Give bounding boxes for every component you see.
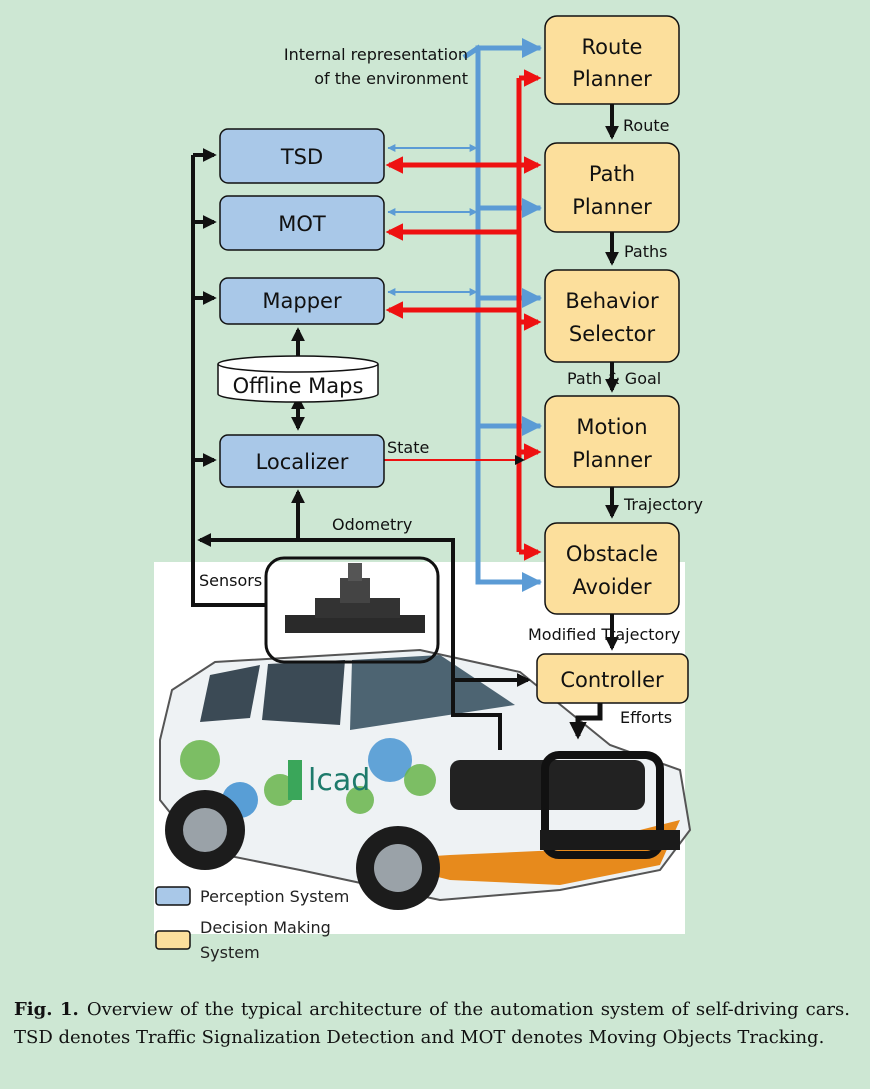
- legend-label-decision-line2: System: [200, 943, 260, 962]
- node-mapper-label: Mapper: [262, 289, 342, 313]
- sensor-box: [264, 556, 440, 664]
- node-path-planner-line1: Path: [589, 162, 635, 186]
- node-controller: Controller: [536, 653, 689, 704]
- blue-arrows: [387, 38, 542, 592]
- node-route-planner-line2: Planner: [572, 67, 652, 91]
- node-path-planner-line2: Planner: [572, 195, 652, 219]
- figure-caption: Fig. 1. Overview of the typical architect…: [14, 996, 850, 1052]
- node-mapper: Mapper: [219, 277, 385, 325]
- node-motion-planner-line2: Planner: [572, 448, 652, 472]
- edge-label-trajectory: Trajectory: [623, 495, 703, 514]
- node-obstacle-avoider: Obstacle Avoider: [544, 522, 680, 615]
- node-controller-label: Controller: [560, 668, 664, 692]
- annotation-line1: Internal representation: [284, 45, 468, 64]
- caption-label: Fig. 1.: [14, 999, 79, 1020]
- node-localizer-label: Localizer: [256, 450, 349, 474]
- caption-text: Overview of the typical architecture of …: [14, 999, 850, 1048]
- node-localizer: Localizer: [219, 434, 385, 488]
- edge-label-route: Route: [623, 116, 669, 135]
- node-path-planner: Path Planner: [544, 142, 680, 233]
- decision-nodes: Route Planner Path Planner Behavior Sele…: [536, 15, 689, 704]
- node-behavior-selector-line2: Selector: [569, 322, 656, 346]
- edge-label-efforts: Efforts: [620, 708, 672, 727]
- node-tsd: TSD: [219, 128, 385, 184]
- node-behavior-selector-line1: Behavior: [565, 289, 659, 313]
- legend: Perception System Decision Making System: [155, 886, 349, 962]
- edge-label-path-goal: Path & Goal: [567, 369, 661, 388]
- node-route-planner: Route Planner: [544, 15, 680, 105]
- edge-label-modified-trajectory: Modified Trajectory: [528, 625, 680, 644]
- car-photo: lcad: [154, 562, 692, 934]
- legend-swatch-decision: [155, 930, 191, 950]
- node-mot: MOT: [219, 195, 385, 251]
- node-behavior-selector: Behavior Selector: [544, 269, 680, 363]
- architecture-diagram: lcad: [154, 15, 703, 962]
- legend-label-decision-line1: Decision Making: [200, 918, 331, 937]
- node-tsd-label: TSD: [280, 145, 323, 169]
- edge-label-odometry: Odometry: [332, 515, 412, 534]
- node-motion-planner: Motion Planner: [544, 395, 680, 488]
- perception-nodes: TSD MOT Mapper Offline Maps Localizer: [217, 128, 385, 488]
- annotation-line2: of the environment: [314, 69, 468, 88]
- car-logo-text: lcad: [308, 763, 370, 798]
- black-arrows: [191, 104, 619, 750]
- node-obstacle-avoider-line1: Obstacle: [566, 542, 658, 566]
- legend-swatch-perception: [155, 886, 191, 906]
- node-route-planner-line1: Route: [582, 35, 643, 59]
- legend-label-perception: Perception System: [200, 887, 349, 906]
- edge-label-paths: Paths: [624, 242, 667, 261]
- node-offline-maps: Offline Maps: [217, 355, 379, 403]
- edge-label-sensors: Sensors: [199, 571, 262, 590]
- red-arrows: [383, 69, 542, 561]
- node-offline-maps-label: Offline Maps: [233, 374, 364, 398]
- node-obstacle-avoider-line2: Avoider: [572, 575, 651, 599]
- edge-label-state: State: [387, 438, 429, 457]
- node-motion-planner-line1: Motion: [576, 415, 647, 439]
- node-mot-label: MOT: [278, 212, 326, 236]
